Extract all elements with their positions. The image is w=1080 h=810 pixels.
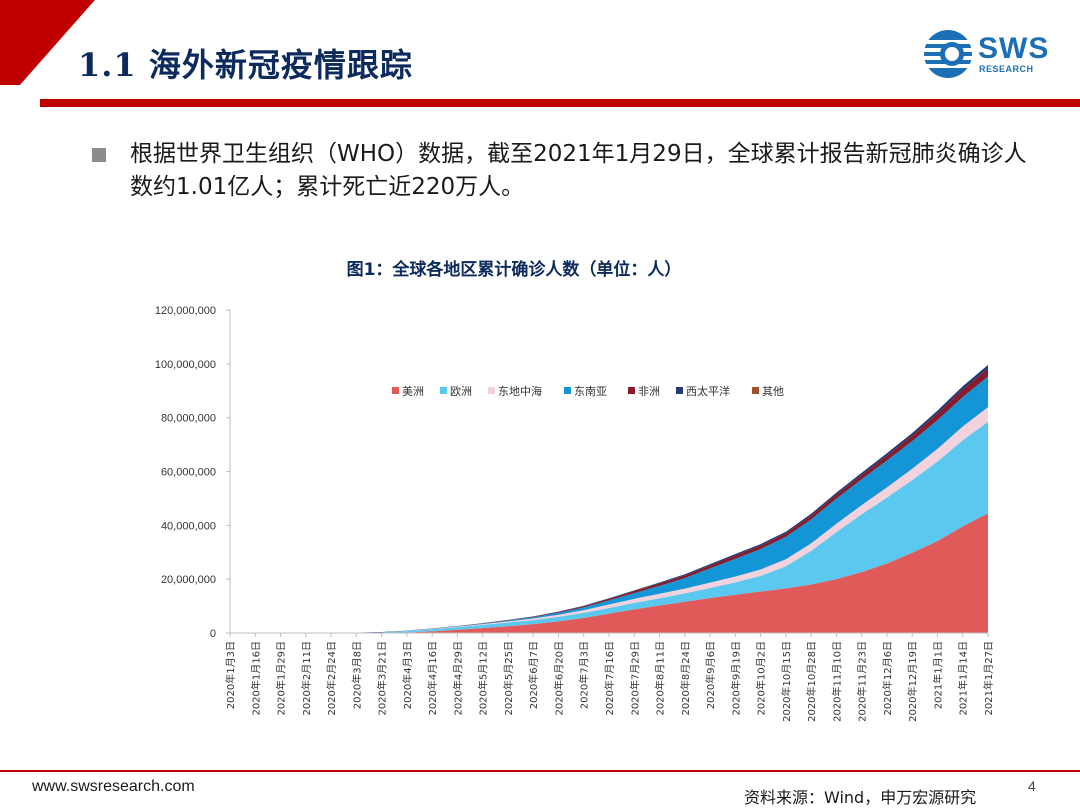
x-tick-label: 2021年1月27日: [982, 641, 995, 716]
legend-swatch: [628, 387, 635, 394]
page-number: 4: [1028, 778, 1036, 794]
y-tick-label: 100,000,000: [155, 359, 216, 371]
x-tick-label: 2020年7月3日: [578, 641, 591, 709]
footer-source: 资料来源：Wind，申万宏源研究: [744, 788, 977, 807]
sws-globe-icon: [924, 30, 972, 78]
x-tick-label: 2020年3月8日: [350, 641, 363, 709]
bullet-square-icon: [92, 148, 106, 162]
footer-url[interactable]: www.swsresearch.com: [32, 778, 195, 795]
header-red-rule: [40, 99, 1080, 107]
cumulative-cases-chart: 图1：全球各地区累计确诊人数（单位：人） 0 20,000,000 40,000,0…: [155, 259, 995, 722]
x-tick-label: 2020年6月20日: [552, 641, 565, 716]
legend-label: 西太平洋: [686, 384, 730, 398]
chart-areas: [230, 364, 988, 633]
sws-logo: SWS RESEARCH: [922, 26, 1062, 82]
y-tick-label: 60,000,000: [161, 467, 216, 479]
legend-label: 东地中海: [498, 384, 542, 398]
logo-text: SWS: [978, 32, 1050, 65]
footer-rule: [0, 770, 1080, 772]
x-tick-label: 2020年7月29日: [628, 641, 641, 716]
x-tick-label: 2020年8月24日: [679, 641, 692, 716]
x-tick-label: 2020年5月25日: [502, 641, 515, 716]
y-tick-label: 20,000,000: [161, 574, 216, 586]
x-tick-label: 2020年10月2日: [755, 641, 768, 716]
area-series-3: [230, 376, 988, 633]
legend-swatch: [392, 387, 399, 394]
legend-swatch: [440, 387, 447, 394]
x-tick-label: 2020年1月29日: [275, 641, 288, 716]
x-tick-label: 2020年3月21日: [376, 641, 389, 716]
bullet-text: 根据世界卫生组织（WHO）数据，截至2021年1月29日，全球累计报告新冠肺炎确…: [130, 141, 1027, 200]
y-tick-label: 120,000,000: [155, 305, 216, 317]
chart-x-axis: 2020年1月3日 2020年1月16日 2020年1月29日 2020年2月11日 2…: [224, 632, 995, 722]
x-tick-label: 2020年11月10日: [830, 641, 843, 722]
x-tick-label: 2020年6月7日: [527, 641, 540, 709]
legend-label: 欧洲: [450, 385, 472, 398]
y-tick-label: 80,000,000: [161, 413, 216, 425]
legend-swatch: [752, 387, 759, 394]
legend-label: 非洲: [638, 385, 660, 398]
header-white-gap: [20, 0, 100, 85]
x-tick-label: 2020年4月29日: [451, 641, 464, 716]
x-tick-label: 2020年10月15日: [780, 641, 793, 722]
x-tick-label: 2020年9月6日: [704, 641, 717, 709]
x-tick-label: 2020年12月6日: [881, 641, 894, 716]
x-tick-label: 2021年1月14日: [957, 641, 970, 716]
x-tick-label: 2020年4月3日: [401, 641, 414, 709]
legend-label: 东南亚: [574, 385, 607, 398]
x-tick-label: 2020年10月28日: [805, 641, 818, 722]
header-decoration: [0, 0, 1080, 107]
legend-swatch: [676, 387, 683, 394]
x-tick-label: 2021年1月1日: [931, 641, 944, 709]
x-tick-label: 2020年7月16日: [603, 641, 616, 716]
x-tick-label: 2020年9月19日: [729, 641, 742, 716]
x-tick-label: 2020年1月3日: [224, 641, 237, 709]
y-tick-label: 0: [210, 628, 216, 640]
x-tick-label: 2020年4月16日: [426, 641, 439, 716]
chart-title: 图1：全球各地区累计确诊人数（单位：人）: [347, 259, 682, 280]
x-tick-label: 2020年12月19日: [906, 641, 919, 722]
header-band: 1.1 海外新冠疫情跟踪 SWS RESEARCH: [0, 0, 1080, 110]
x-tick-label: 2020年8月11日: [654, 641, 667, 716]
chart-legend: 美洲 欧洲 东地中海 东南亚 非洲 西太平洋 其他: [392, 384, 784, 398]
legend-swatch: [488, 387, 495, 394]
area-series-0: [230, 513, 988, 633]
x-tick-label: 2020年5月12日: [477, 641, 490, 716]
y-tick-label: 40,000,000: [161, 520, 216, 532]
page-title: 1.1 海外新冠疫情跟踪: [78, 46, 413, 84]
legend-label: 其他: [762, 385, 784, 398]
legend-swatch: [564, 387, 571, 394]
x-tick-label: 2020年11月23日: [856, 641, 869, 722]
x-tick-label: 2020年2月24日: [325, 641, 338, 716]
x-tick-label: 2020年2月11日: [300, 641, 313, 716]
logo-subtext: RESEARCH: [979, 64, 1034, 74]
header-red-corner: [0, 0, 95, 85]
area-series-1: [230, 421, 988, 633]
legend-label: 美洲: [402, 385, 424, 398]
x-tick-label: 2020年1月16日: [249, 641, 262, 716]
chart-y-axis: 0 20,000,000 40,000,000 60,000,000 80,000,00…: [155, 305, 231, 640]
